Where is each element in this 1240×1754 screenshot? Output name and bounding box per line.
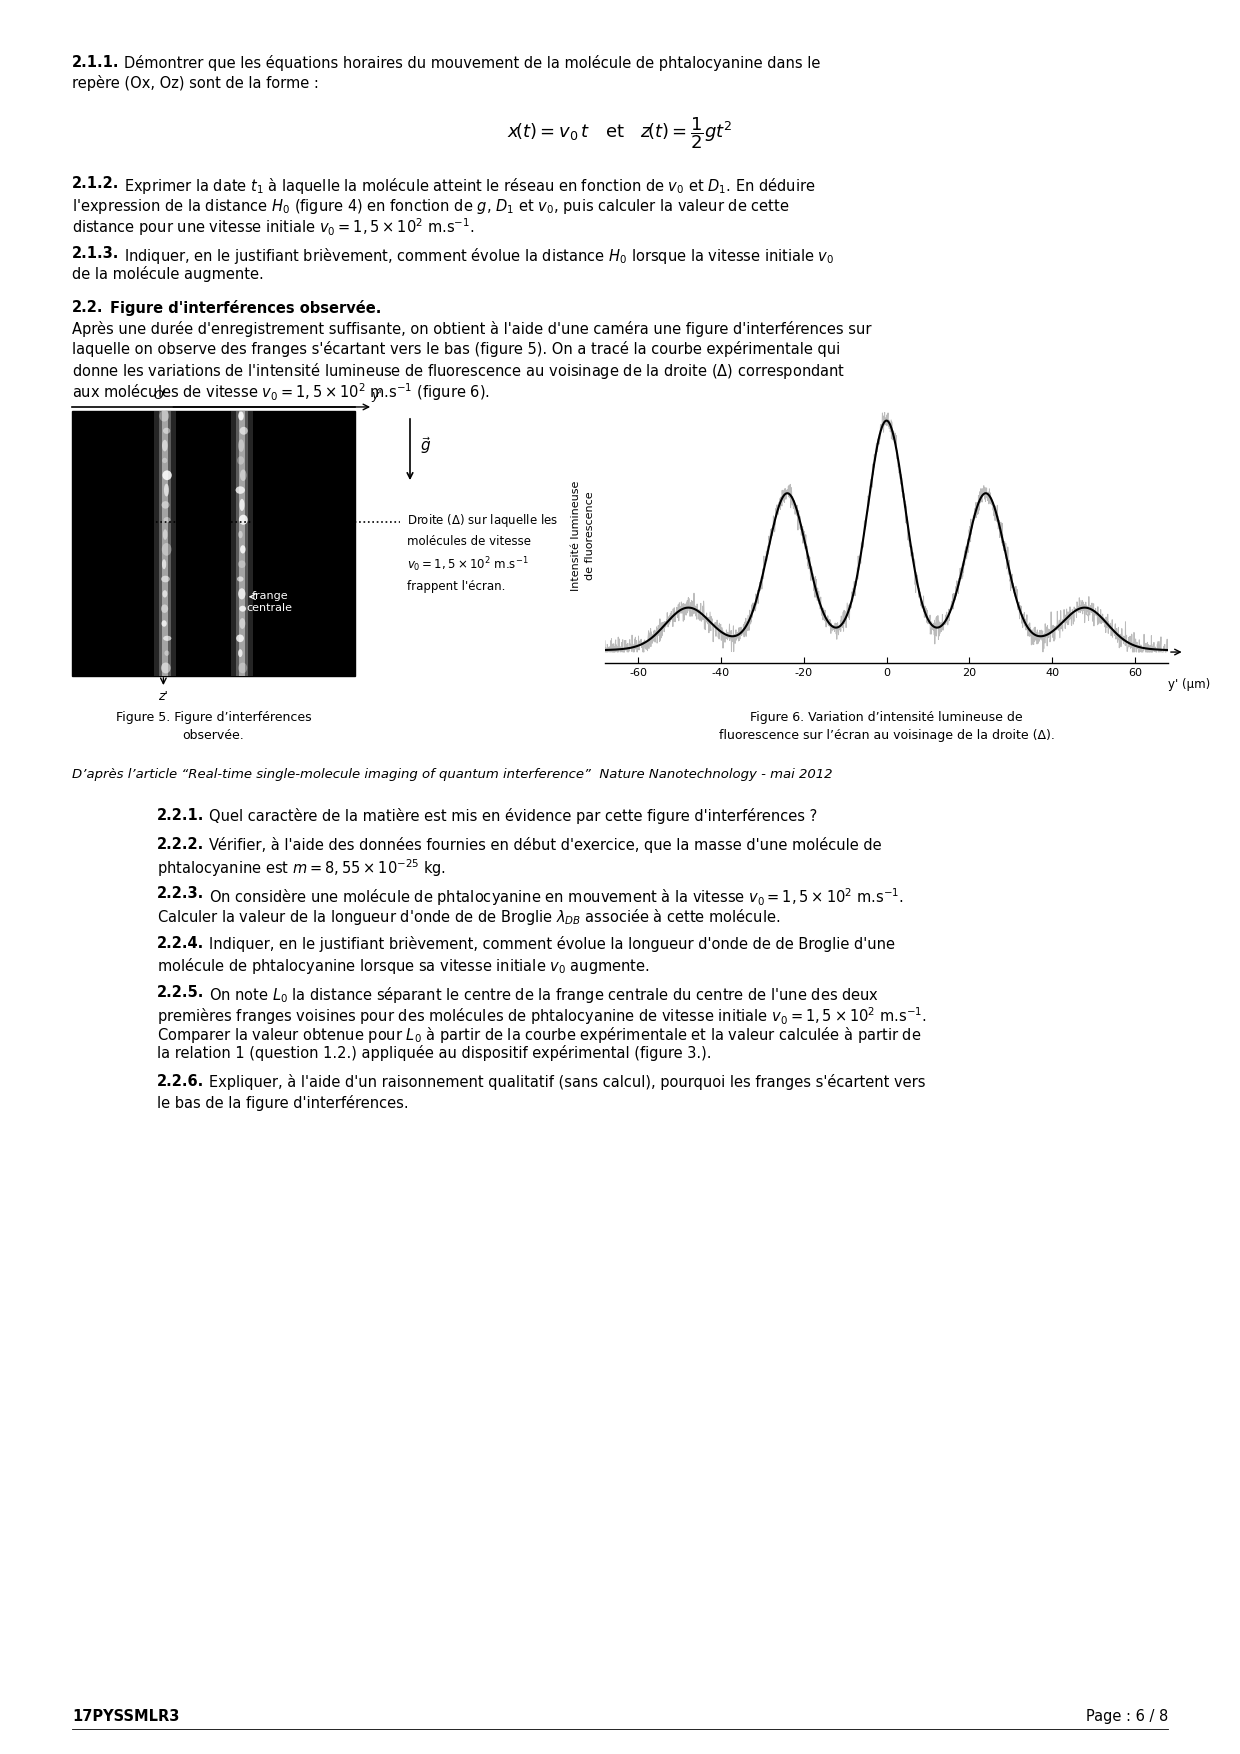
Ellipse shape <box>161 605 169 612</box>
Text: repère (Ox, Oz) sont de la forme :: repère (Ox, Oz) sont de la forme : <box>72 75 319 91</box>
Ellipse shape <box>165 651 170 656</box>
Text: 2.2.6.: 2.2.6. <box>157 1075 205 1089</box>
Text: 2.1.2.: 2.1.2. <box>72 177 119 191</box>
Ellipse shape <box>238 588 246 600</box>
Text: Intensité lumineuse
de fluorescence: Intensité lumineuse de fluorescence <box>572 481 595 591</box>
Ellipse shape <box>239 426 248 435</box>
Text: premières franges voisines pour des molécules de phtalocyanine de vitesse initia: premières franges voisines pour des molé… <box>157 1005 926 1026</box>
Bar <box>231 410 253 675</box>
Text: 2.2.2.: 2.2.2. <box>157 837 205 852</box>
Bar <box>72 410 355 675</box>
Text: Quel caractère de la matière est mis en évidence par cette figure d'interférence: Quel caractère de la matière est mis en … <box>210 809 817 824</box>
Text: Figure d'interférences observée.: Figure d'interférences observée. <box>110 300 382 316</box>
Ellipse shape <box>241 545 246 554</box>
Ellipse shape <box>164 517 171 523</box>
Bar <box>155 410 176 675</box>
Ellipse shape <box>164 484 169 496</box>
Text: Après une durée d'enregistrement suffisante, on obtient à l'aide d'une caméra un: Après une durée d'enregistrement suffisa… <box>72 321 872 337</box>
Text: Figure 5. Figure d’interférences
observée.: Figure 5. Figure d’interférences observé… <box>115 710 311 742</box>
Ellipse shape <box>162 560 166 568</box>
Text: On note $L_0$ la distance séparant le centre de la frange centrale du centre de : On note $L_0$ la distance séparant le ce… <box>210 986 879 1005</box>
Ellipse shape <box>161 544 171 556</box>
Ellipse shape <box>162 440 167 451</box>
Ellipse shape <box>238 531 243 538</box>
Bar <box>239 410 244 675</box>
Ellipse shape <box>238 663 247 674</box>
Text: 2.2.: 2.2. <box>72 300 103 316</box>
Text: donne les variations de l'intensité lumineuse de fluorescence au voisinage de la: donne les variations de l'intensité lumi… <box>72 361 846 381</box>
Text: laquelle on observe des franges s'écartant vers le bas (figure 5). On a tracé la: laquelle on observe des franges s'écarta… <box>72 340 841 356</box>
Text: Figure 6. Variation d’intensité lumineuse de
fluorescence sur l’écran au voisina: Figure 6. Variation d’intensité lumineus… <box>718 710 1054 742</box>
Text: On considère une molécule de phtalocyanine en mouvement à la vitesse $v_0 = 1,5\: On considère une molécule de phtalocyani… <box>210 886 904 909</box>
Ellipse shape <box>162 530 167 540</box>
Text: phtalocyanine est $m = 8,55\times10^{-25}$ kg.: phtalocyanine est $m = 8,55\times10^{-25… <box>157 858 446 879</box>
Text: molécule de phtalocyanine lorsque sa vitesse initiale $v_0$ augmente.: molécule de phtalocyanine lorsque sa vit… <box>157 956 650 975</box>
Text: $\vec{g}$: $\vec{g}$ <box>420 435 432 456</box>
Text: aux molécules de vitesse $v_0 = 1,5 \times 10^2$ m.s$^{-1}$ (figure 6).: aux molécules de vitesse $v_0 = 1,5 \tim… <box>72 381 490 403</box>
Ellipse shape <box>164 635 171 640</box>
Ellipse shape <box>236 635 244 642</box>
Ellipse shape <box>161 502 170 509</box>
Ellipse shape <box>162 470 172 481</box>
Text: l'expression de la distance $H_0$ (figure 4) en fonction de $g$, $D_1$ et $v_0$,: l'expression de la distance $H_0$ (figur… <box>72 196 790 216</box>
Text: y' (µm): y' (µm) <box>1168 679 1210 691</box>
Ellipse shape <box>238 561 246 568</box>
Ellipse shape <box>238 412 244 421</box>
Text: 2.1.1.: 2.1.1. <box>72 54 119 70</box>
Bar <box>162 410 169 675</box>
Text: frange
centrale: frange centrale <box>247 591 293 612</box>
Text: Calculer la valeur de la longueur d'onde de de Broglie $\lambda_{DB}$ associée à: Calculer la valeur de la longueur d'onde… <box>157 907 780 926</box>
Ellipse shape <box>238 438 244 453</box>
Text: O': O' <box>154 389 167 402</box>
Ellipse shape <box>241 470 247 481</box>
Text: z': z' <box>159 689 169 703</box>
Text: Démontrer que les équations horaires du mouvement de la molécule de phtalocyanin: Démontrer que les équations horaires du … <box>124 54 821 70</box>
Text: 17PYSSMLR3: 17PYSSMLR3 <box>72 1708 180 1724</box>
Ellipse shape <box>161 663 171 674</box>
Text: 2.2.4.: 2.2.4. <box>157 935 205 951</box>
Text: Indiquer, en le justifiant brièvement, comment évolue la longueur d'onde de de B: Indiquer, en le justifiant brièvement, c… <box>210 935 895 952</box>
Text: le bas de la figure d'interférences.: le bas de la figure d'interférences. <box>157 1094 409 1110</box>
Ellipse shape <box>239 514 248 524</box>
Text: Vérifier, à l'aide des données fournies en début d'exercice, que la masse d'une : Vérifier, à l'aide des données fournies … <box>210 837 882 852</box>
Ellipse shape <box>162 589 167 598</box>
Text: D’après l’article “Real-time single-molecule imaging of quantum interference”  N: D’après l’article “Real-time single-mole… <box>72 768 832 781</box>
Text: Indiquer, en le justifiant brièvement, comment évolue la distance $H_0$ lorsque : Indiquer, en le justifiant brièvement, c… <box>124 246 835 267</box>
Text: distance pour une vitesse initiale $v_0 = 1,5 \times 10^2$ m.s$^{-1}$.: distance pour une vitesse initiale $v_0 … <box>72 217 475 239</box>
Ellipse shape <box>159 410 169 421</box>
Ellipse shape <box>239 617 246 630</box>
Ellipse shape <box>239 605 246 612</box>
Text: 2.2.1.: 2.2.1. <box>157 809 205 823</box>
Bar <box>160 410 171 675</box>
Ellipse shape <box>237 456 244 465</box>
Bar <box>236 410 248 675</box>
Text: y': y' <box>372 389 382 402</box>
Text: 2.2.5.: 2.2.5. <box>157 986 205 1000</box>
Text: 2.1.3.: 2.1.3. <box>72 246 119 261</box>
Ellipse shape <box>236 486 246 495</box>
Text: 2.2.3.: 2.2.3. <box>157 886 205 902</box>
Ellipse shape <box>161 621 166 626</box>
Text: Page : 6 / 8: Page : 6 / 8 <box>1086 1708 1168 1724</box>
Ellipse shape <box>162 428 170 433</box>
Text: Expliquer, à l'aide d'un raisonnement qualitatif (sans calcul), pourquoi les fra: Expliquer, à l'aide d'un raisonnement qu… <box>210 1075 925 1091</box>
Text: la relation 1 (question 1.2.) appliquée au dispositif expérimental (figure 3.).: la relation 1 (question 1.2.) appliquée … <box>157 1045 712 1061</box>
Ellipse shape <box>161 575 170 582</box>
Ellipse shape <box>238 649 243 658</box>
Ellipse shape <box>237 577 243 582</box>
Text: Comparer la valeur obtenue pour $L_0$ à partir de la courbe expérimentale et la : Comparer la valeur obtenue pour $L_0$ à … <box>157 1024 921 1045</box>
Ellipse shape <box>162 458 167 463</box>
Text: $x\!\left(t\right)=v_0\,t\quad\text{et}\quad z\!\left(t\right)=\dfrac{1}{2}gt^2$: $x\!\left(t\right)=v_0\,t\quad\text{et}\… <box>507 116 733 151</box>
Text: Droite ($\Delta$) sur laquelle les
molécules de vitesse
$v_0 = 1,5 \times 10^2$ : Droite ($\Delta$) sur laquelle les moléc… <box>407 512 558 593</box>
Text: Exprimer la date $t_1$ à laquelle la molécule atteint le réseau en fonction de $: Exprimer la date $t_1$ à laquelle la mol… <box>124 177 816 196</box>
Ellipse shape <box>239 498 244 510</box>
Text: de la molécule augmente.: de la molécule augmente. <box>72 267 264 282</box>
